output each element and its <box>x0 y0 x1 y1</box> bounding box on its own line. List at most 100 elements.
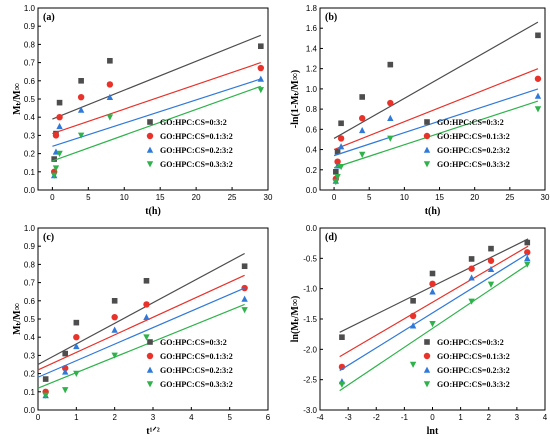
y-tick-label: 0.2 <box>24 370 36 379</box>
y-tick-label: -1.5 <box>303 315 317 324</box>
fit-line <box>37 303 245 389</box>
data-point <box>468 256 475 262</box>
x-tick-label: 5 <box>86 193 91 202</box>
x-tick-label: -4 <box>316 413 324 422</box>
legend-label: GO:HPC:CS=0.3:3:2 <box>437 380 510 389</box>
data-point <box>488 245 494 252</box>
legend-label: GO:HPC:CS=0.1:3:2 <box>437 132 510 141</box>
x-tick-label: 5 <box>227 413 232 422</box>
data-point <box>409 322 417 329</box>
x-axis-label: t(h) <box>425 206 441 217</box>
x-tick-label: 30 <box>541 193 550 202</box>
y-tick-label: 0.0 <box>24 186 36 195</box>
legend-marker <box>423 381 431 388</box>
y-tick-label: 1.2 <box>306 65 318 74</box>
data-point <box>106 81 114 88</box>
y-tick-label: 0.9 <box>24 242 36 251</box>
panel-label: (a) <box>43 12 55 23</box>
fit-line <box>52 85 262 162</box>
fit-line <box>339 245 529 358</box>
data-point <box>62 350 69 357</box>
legend-label: GO:HPC:CS=0.1:3:2 <box>160 132 233 141</box>
data-point <box>337 163 345 171</box>
data-point <box>111 352 118 359</box>
y-tick-label: 1.0 <box>306 85 318 94</box>
data-point <box>487 281 495 288</box>
legend-marker <box>424 339 430 345</box>
legend-label: GO:HPC:CS=0.3:3:2 <box>160 160 233 169</box>
x-tick-label: 0 <box>50 193 55 202</box>
data-point <box>143 277 150 284</box>
data-point <box>257 75 265 82</box>
fit-line <box>339 263 529 392</box>
data-point <box>143 313 150 320</box>
data-point <box>524 261 531 268</box>
plot-frame <box>319 227 546 411</box>
fit-line <box>52 62 262 135</box>
x-tick-label: 20 <box>192 193 201 202</box>
y-tick-label: 0.0 <box>306 186 318 195</box>
legend-label: GO:HPC:CS=0.3:3:2 <box>160 380 233 389</box>
data-point <box>535 32 541 39</box>
legend-marker <box>147 119 153 125</box>
data-point <box>358 115 366 122</box>
y-tick-label: 1.8 <box>306 4 318 13</box>
panel-label: (d) <box>325 232 337 243</box>
data-point <box>77 93 85 101</box>
data-point <box>51 156 57 162</box>
legend-marker <box>423 132 431 140</box>
y-tick-label: 0.2 <box>306 166 318 175</box>
data-point <box>534 106 542 113</box>
data-point <box>410 298 416 304</box>
data-point <box>258 43 264 50</box>
fit-line <box>339 252 529 372</box>
legend-marker <box>423 366 431 373</box>
x-tick-label: 2 <box>112 413 117 422</box>
data-point <box>334 158 341 165</box>
data-point <box>358 126 366 134</box>
y-tick-label: 0.4 <box>24 113 36 122</box>
y-tick-label: 0.6 <box>24 297 36 306</box>
x-tick-label: 4 <box>543 413 548 422</box>
legend-label: GO:HPC:CS=0.3:3:2 <box>437 160 510 169</box>
data-point <box>534 92 542 99</box>
x-tick-label: 0 <box>332 193 337 202</box>
data-point <box>257 64 265 72</box>
y-tick-label: 0.0 <box>306 224 318 233</box>
x-tick-label: 1 <box>458 413 463 422</box>
data-point <box>387 61 394 68</box>
legend-marker <box>423 352 431 360</box>
x-tick-label: 0 <box>430 413 435 422</box>
x-axis-label: t(h) <box>145 206 161 217</box>
legend-label: GO:HPC:CS=0:3:2 <box>437 118 504 127</box>
x-tick-label: -3 <box>345 413 353 422</box>
data-point <box>487 257 495 264</box>
data-point <box>42 376 49 382</box>
data-point <box>468 265 475 272</box>
data-point <box>73 370 80 377</box>
fit-line <box>37 274 245 371</box>
y-tick-label: 0.5 <box>24 315 36 324</box>
legend-label: GO:HPC:CS=0.2:3:2 <box>160 146 233 155</box>
legend-marker <box>423 161 431 168</box>
x-tick-label: 2 <box>487 413 492 422</box>
y-tick-label: 0.6 <box>24 77 36 86</box>
plot-frame <box>37 227 269 411</box>
y-tick-label: 0.8 <box>24 40 36 49</box>
data-point <box>468 298 475 305</box>
x-tick-label: -1 <box>401 413 409 422</box>
data-point <box>387 99 394 107</box>
x-tick-label: 20 <box>470 193 479 202</box>
data-point <box>56 99 63 106</box>
y-tick-label: -0.5 <box>303 254 317 263</box>
data-point <box>241 295 248 302</box>
data-point <box>332 179 340 186</box>
data-point <box>487 265 495 273</box>
data-point <box>56 114 63 121</box>
data-point <box>56 150 63 157</box>
x-tick-label: 1 <box>74 413 79 422</box>
data-point <box>257 87 265 94</box>
y-tick-label: 0.5 <box>24 95 36 104</box>
y-tick-label: 1.4 <box>306 44 318 53</box>
